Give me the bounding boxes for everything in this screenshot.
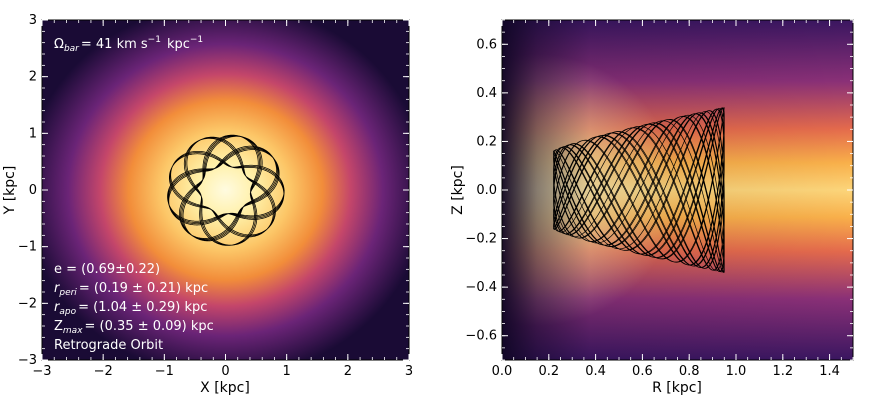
right-y-tick-label: 0.0 xyxy=(476,183,497,198)
right-y-tick-label: 0.2 xyxy=(476,134,497,149)
right-x-axis-label: R [kpc] xyxy=(652,380,702,396)
right-x-tick-label: 0.8 xyxy=(679,364,700,379)
orbit-type-label: Retrograde Orbit xyxy=(54,338,163,353)
right-y-tick-label: −0.2 xyxy=(465,232,497,247)
left-x-tick-label: 0 xyxy=(221,364,229,379)
right-y-tick-label: −0.6 xyxy=(465,329,497,344)
right-x-tick-label: 0.2 xyxy=(538,364,559,379)
right-y-tick-label: −0.4 xyxy=(465,280,497,295)
right-x-tick-label: 1.4 xyxy=(819,364,840,379)
left-y-tick-label: 3 xyxy=(29,13,37,28)
right-ticks: 0.0 0.2 0.4 0.6 0.8 1.0 1.2 1.4 0.6 0.4 0.2 0.0 −0.2… xyxy=(465,19,854,379)
right-y-axis-label: Z [kpc] xyxy=(450,165,466,215)
right-x-tick-label: 1.2 xyxy=(772,364,793,379)
eccentricity-label: e = (0.69±0.22) xyxy=(54,262,160,277)
left-y-tick-label: 0 xyxy=(29,183,37,198)
left-x-tick-label: −2 xyxy=(94,364,113,379)
right-y-tick-label: 0.6 xyxy=(476,37,497,52)
left-y-tick-label: −1 xyxy=(18,240,37,255)
left-orbit-path xyxy=(167,134,285,246)
left-y-tick-label: −2 xyxy=(18,296,37,311)
left-orbit-trace xyxy=(167,134,285,246)
rapo-label: rapo = (1.04 ± 0.29) kpc xyxy=(54,300,207,317)
right-x-tick-label: 0.0 xyxy=(492,364,513,379)
left-y-tick-label: −3 xyxy=(18,353,37,368)
right-x-tick-label: 1.0 xyxy=(726,364,747,379)
left-x-tick-label: 1 xyxy=(283,364,291,379)
zmax-label: Zmax = (0.35 ± 0.09) kpc xyxy=(54,319,214,336)
right-y-tick-label: 0.4 xyxy=(476,86,497,101)
right-x-tick-label: 0.6 xyxy=(632,364,653,379)
left-ticks: −3 −2 −1 0 1 2 3 3 2 1 0 −1 −2 −3 xyxy=(18,13,413,379)
right-orbit-trace xyxy=(553,107,725,273)
right-panel: 0.0 0.2 0.4 0.6 0.8 1.0 1.2 1.4 0.6 0.4 0.2 0.0 −0.2… xyxy=(450,19,854,396)
left-x-tick-label: −1 xyxy=(155,364,174,379)
left-y-axis-label: Y [kpc] xyxy=(2,166,18,216)
left-y-tick-label: 1 xyxy=(29,126,37,141)
rperi-label: rperi = (0.19 ± 0.21) kpc xyxy=(54,281,208,298)
left-panel: −3 −2 −1 0 1 2 3 3 2 1 0 −1 −2 −3 Ωbar = 41 km s−1 kpc−… xyxy=(2,13,413,396)
left-x-tick-label: 2 xyxy=(344,364,352,379)
left-density-map xyxy=(42,20,409,360)
right-orbit-path xyxy=(553,107,725,273)
right-x-tick-label: 0.4 xyxy=(585,364,606,379)
left-x-tick-label: −3 xyxy=(32,364,51,379)
left-y-tick-label: 2 xyxy=(29,70,37,85)
left-x-tick-label: 3 xyxy=(405,364,413,379)
left-x-axis-label: X [kpc] xyxy=(200,380,250,396)
omega-bar-label: Ωbar = 41 km s−1 kpc−1 xyxy=(54,35,203,54)
